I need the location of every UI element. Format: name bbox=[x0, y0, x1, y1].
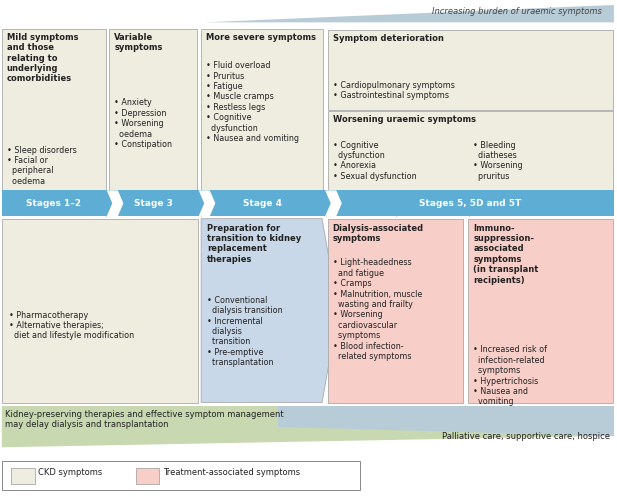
Text: • Increased risk of
  infection-related
  symptoms
• Hypertrichosis
• Nausea and: • Increased risk of infection-related sy… bbox=[473, 345, 547, 407]
FancyBboxPatch shape bbox=[2, 29, 106, 190]
Text: • Pharmacotherapy
• Alternative therapies;
  diet and lifestyle modification: • Pharmacotherapy • Alternative therapie… bbox=[9, 311, 135, 340]
Text: Increasing burden of uraemic symptoms: Increasing burden of uraemic symptoms bbox=[432, 7, 602, 16]
FancyBboxPatch shape bbox=[328, 111, 613, 190]
FancyBboxPatch shape bbox=[2, 219, 198, 403]
FancyBboxPatch shape bbox=[109, 29, 197, 190]
Text: • Fluid overload
• Pruritus
• Fatigue
• Muscle cramps
• Restless legs
• Cognitiv: • Fluid overload • Pruritus • Fatigue • … bbox=[206, 61, 299, 143]
Text: Worsening uraemic symptoms: Worsening uraemic symptoms bbox=[333, 115, 476, 124]
Text: Symptom deterioration: Symptom deterioration bbox=[333, 34, 444, 43]
Text: Palliative care, supportive care, hospice: Palliative care, supportive care, hospic… bbox=[442, 432, 610, 441]
Text: Variable
symptoms: Variable symptoms bbox=[114, 33, 162, 52]
FancyBboxPatch shape bbox=[201, 29, 323, 190]
Text: Preparation for
transition to kidney
replacement
therapies: Preparation for transition to kidney rep… bbox=[207, 224, 302, 264]
FancyBboxPatch shape bbox=[136, 468, 159, 484]
Text: • Light-headedness
  and fatigue
• Cramps
• Malnutrition, muscle
  wasting and f: • Light-headedness and fatigue • Cramps … bbox=[333, 258, 422, 361]
Polygon shape bbox=[204, 5, 614, 22]
Text: Stages 1–2: Stages 1–2 bbox=[25, 199, 81, 208]
FancyBboxPatch shape bbox=[328, 30, 613, 110]
Text: • Conventional
  dialysis transition
• Incremental
  dialysis
  transition
• Pre: • Conventional dialysis transition • Inc… bbox=[207, 296, 283, 367]
Text: • Sleep disorders
• Facial or
  peripheral
  oedema: • Sleep disorders • Facial or peripheral… bbox=[7, 146, 77, 186]
Polygon shape bbox=[2, 406, 614, 447]
Polygon shape bbox=[325, 190, 342, 216]
Polygon shape bbox=[107, 190, 123, 216]
FancyBboxPatch shape bbox=[2, 461, 360, 490]
FancyBboxPatch shape bbox=[468, 219, 613, 403]
Text: Dialysis-associated
symptoms: Dialysis-associated symptoms bbox=[333, 224, 424, 243]
Polygon shape bbox=[278, 406, 614, 436]
Text: More severe symptoms: More severe symptoms bbox=[206, 33, 316, 42]
Text: Immuno-
suppression-
associated
symptoms
(in transplant
recipients): Immuno- suppression- associated symptoms… bbox=[473, 224, 539, 285]
Text: • Anxiety
• Depression
• Worsening
  oedema
• Constipation: • Anxiety • Depression • Worsening oedem… bbox=[114, 98, 172, 149]
Text: • Bleeding
  diatheses
• Worsening
  pruritus: • Bleeding diatheses • Worsening pruritu… bbox=[473, 141, 522, 181]
FancyBboxPatch shape bbox=[328, 219, 463, 403]
Text: Mild symptoms
and those
relating to
underlying
comorbidities: Mild symptoms and those relating to unde… bbox=[7, 33, 78, 83]
Text: Treatment-associated symptoms: Treatment-associated symptoms bbox=[163, 468, 300, 477]
Text: Kidney-preserving therapies and effective symptom management
may delay dialysis : Kidney-preserving therapies and effectiv… bbox=[5, 410, 284, 429]
Text: • Cognitive
  dysfunction
• Anorexia
• Sexual dysfunction: • Cognitive dysfunction • Anorexia • Sex… bbox=[333, 141, 416, 181]
Text: Stage 4: Stage 4 bbox=[242, 199, 282, 208]
Polygon shape bbox=[199, 190, 215, 216]
Polygon shape bbox=[201, 219, 338, 403]
Text: • Cardiopulmonary symptoms
• Gastrointestinal symptoms: • Cardiopulmonary symptoms • Gastrointes… bbox=[333, 81, 455, 100]
Text: CKD symptoms: CKD symptoms bbox=[38, 468, 102, 477]
FancyBboxPatch shape bbox=[11, 468, 35, 484]
Text: Stage 3: Stage 3 bbox=[133, 199, 173, 208]
Polygon shape bbox=[2, 190, 614, 216]
Text: Stages 5, 5D and 5T: Stages 5, 5D and 5T bbox=[419, 199, 521, 208]
